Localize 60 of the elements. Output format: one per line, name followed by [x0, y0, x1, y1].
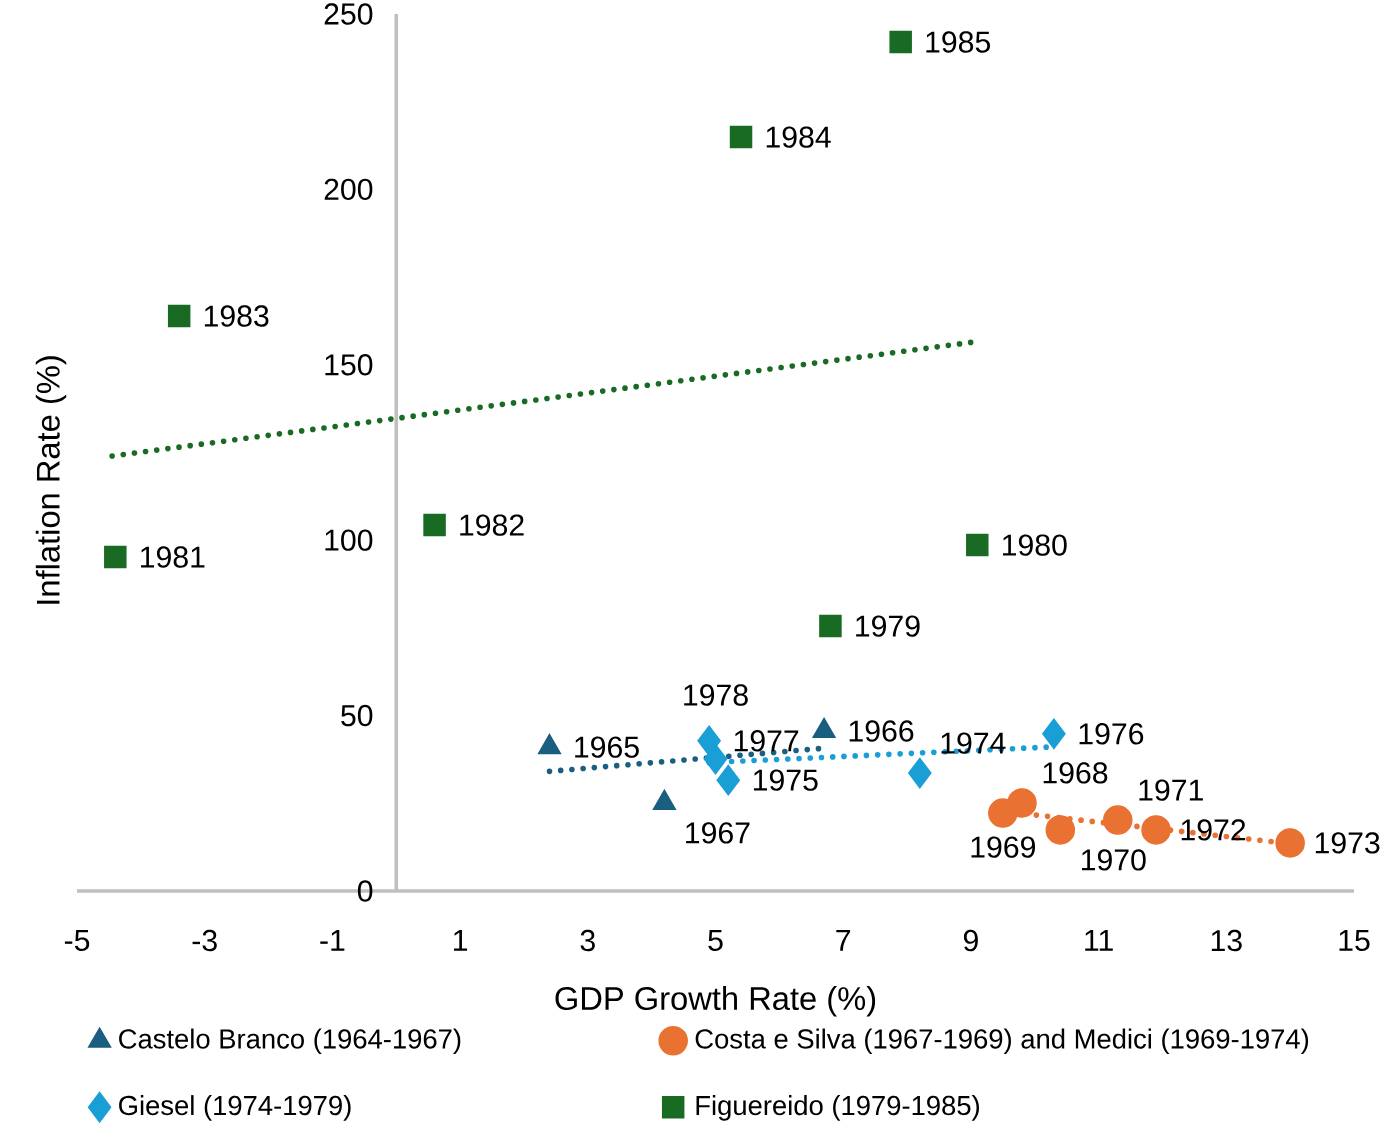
point: [1042, 718, 1066, 750]
point: [908, 757, 932, 789]
point: [1102, 805, 1133, 835]
y-tick-label: 0: [357, 880, 373, 902]
annotation: 1971: [1139, 779, 1203, 801]
y-tick-label: 50: [341, 704, 373, 727]
annotation: 1977: [734, 730, 799, 752]
annotation: 1978: [684, 684, 748, 706]
x-tick-label: 3: [580, 929, 595, 952]
point: [703, 743, 728, 775]
annotation: 1979: [856, 615, 920, 637]
point: [729, 125, 753, 149]
annotation: 1973: [1315, 832, 1380, 854]
annotation: 1972: [1181, 819, 1246, 841]
x-tick-label: 15: [1339, 929, 1370, 951]
legend-label: Costa e Silva (1967-1969) and Medici (1969-1974): [695, 1028, 1309, 1055]
annotation: 1980: [1002, 534, 1067, 556]
y-axis-title: Inflation Rate (%): [35, 356, 67, 604]
legend-label: Giesel (1974-1979): [119, 1095, 351, 1121]
point: [988, 798, 1018, 828]
x-tick-label: 13: [1211, 929, 1242, 952]
annotation: 1966: [849, 720, 914, 742]
x-tick-label: 9: [963, 929, 978, 952]
y-tick-label: 200: [324, 178, 373, 201]
x-tick-label: 7: [836, 929, 851, 951]
annotation: 1976: [1079, 723, 1144, 745]
y-tick-label: 250: [324, 3, 373, 25]
point: [1275, 828, 1305, 858]
annotation: 1985: [926, 31, 991, 53]
annotation: 1969: [971, 836, 1035, 858]
annotation: 1984: [766, 126, 831, 148]
x-tick-label: 5: [708, 929, 723, 951]
y-tick-label: 150: [325, 354, 373, 376]
y-tick-label: 100: [325, 529, 373, 551]
point: [966, 533, 989, 557]
point: [1141, 815, 1171, 845]
x-tick-label: -1: [320, 929, 345, 951]
annotation: 1967: [686, 822, 750, 844]
annotation: 1983: [204, 305, 269, 327]
legend-label: Figuereido (1979-1985): [696, 1095, 979, 1121]
annotation: 1981: [141, 546, 205, 568]
point: [167, 304, 191, 328]
x-axis-title: GDP Growth Rate (%): [555, 986, 876, 1017]
point: [423, 513, 446, 537]
annotation: 1982: [460, 514, 524, 536]
x-tick-label: 1: [454, 929, 468, 951]
point: [1045, 815, 1076, 845]
x-tick-label: -3: [192, 929, 217, 952]
annotation: 1975: [753, 769, 818, 791]
point: [104, 545, 127, 569]
annotation: 1970: [1081, 849, 1146, 871]
point: [889, 30, 912, 54]
annotation: 1974: [941, 732, 1006, 754]
point: [716, 764, 741, 796]
annotation: 1968: [1043, 762, 1108, 784]
x-tick-label: 11: [1085, 929, 1113, 951]
annotation: 1965: [575, 736, 639, 758]
legend-label: Castelo Branco (1964-1967): [119, 1028, 461, 1055]
x-tick-label: -5: [64, 929, 90, 951]
point: [819, 614, 842, 638]
